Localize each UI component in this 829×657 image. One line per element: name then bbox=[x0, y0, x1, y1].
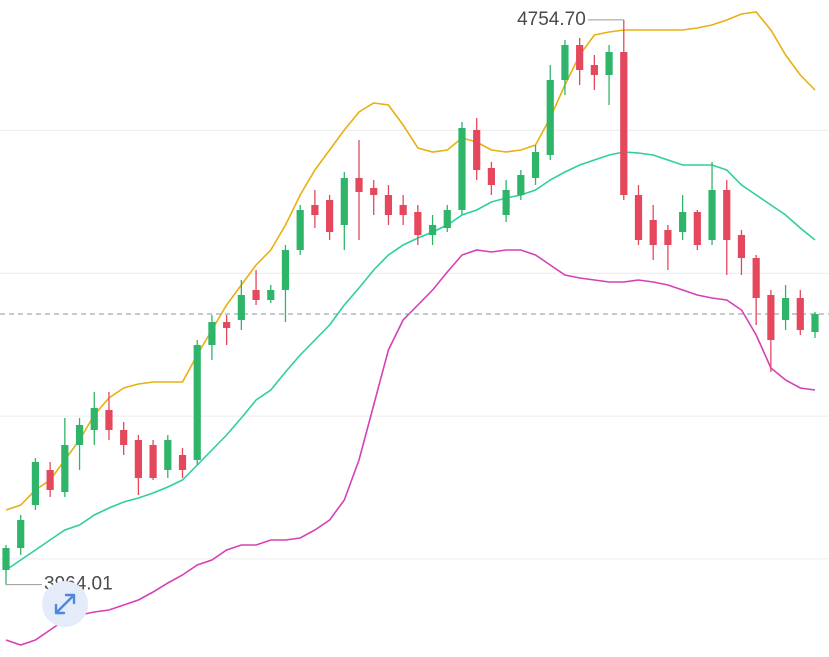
candle-body bbox=[517, 175, 525, 195]
band-line bbox=[5, 11, 816, 511]
candle-body bbox=[281, 250, 290, 290]
max-label: 4754.70 bbox=[517, 9, 586, 30]
candle-body bbox=[46, 470, 54, 490]
candle-body bbox=[208, 322, 216, 345]
candle-body bbox=[428, 225, 437, 235]
candle-body bbox=[723, 190, 731, 240]
icon-arrows[interactable] bbox=[54, 593, 76, 615]
candle-body bbox=[355, 178, 363, 192]
candle-body bbox=[634, 195, 643, 240]
candle-body bbox=[693, 212, 701, 245]
candle-body bbox=[781, 298, 790, 320]
candle-body bbox=[31, 462, 40, 505]
candle-body bbox=[61, 445, 69, 492]
candle-body bbox=[752, 258, 760, 298]
candle-body bbox=[193, 345, 201, 460]
candle-body bbox=[561, 45, 569, 80]
candle-body bbox=[17, 520, 25, 548]
candle-body bbox=[399, 205, 407, 215]
candle-body bbox=[546, 80, 554, 155]
candle-body bbox=[590, 65, 598, 75]
candle-body bbox=[531, 152, 540, 178]
candle-body bbox=[796, 298, 804, 330]
candle-body bbox=[487, 168, 495, 185]
candle-body bbox=[384, 195, 393, 215]
candle-body bbox=[178, 455, 187, 470]
candle-body bbox=[576, 45, 584, 70]
candle-body bbox=[708, 190, 716, 240]
candle-body bbox=[164, 440, 172, 470]
candle-body bbox=[340, 178, 348, 225]
candle-body bbox=[267, 290, 275, 300]
candle-body bbox=[252, 290, 260, 300]
band-line bbox=[5, 249, 816, 646]
candle-body bbox=[149, 445, 157, 478]
candle-body bbox=[120, 430, 128, 445]
candle-body bbox=[811, 314, 819, 332]
candle-body bbox=[326, 200, 334, 232]
expand-icon[interactable] bbox=[42, 581, 88, 627]
candle-body bbox=[90, 408, 98, 430]
candle-body bbox=[75, 425, 84, 445]
candle-body bbox=[664, 230, 672, 245]
candle-body bbox=[649, 220, 657, 245]
candle-body bbox=[605, 52, 613, 75]
candle-body bbox=[2, 548, 10, 570]
candle-body bbox=[296, 210, 304, 250]
candle-body bbox=[458, 128, 466, 210]
candle-body bbox=[473, 130, 481, 170]
candle-body bbox=[443, 210, 451, 228]
band-line bbox=[5, 151, 816, 571]
candle-body bbox=[311, 205, 319, 215]
candle-body bbox=[223, 322, 231, 328]
candle-body bbox=[414, 212, 422, 235]
candle-body bbox=[370, 188, 378, 195]
candle-body bbox=[502, 190, 510, 215]
candle-body bbox=[105, 410, 113, 430]
candle-body bbox=[679, 212, 687, 232]
candle-body bbox=[620, 52, 628, 195]
candle-body bbox=[237, 295, 245, 320]
candle-body bbox=[737, 235, 746, 258]
candle-body bbox=[134, 440, 142, 478]
candle-body bbox=[767, 295, 775, 340]
